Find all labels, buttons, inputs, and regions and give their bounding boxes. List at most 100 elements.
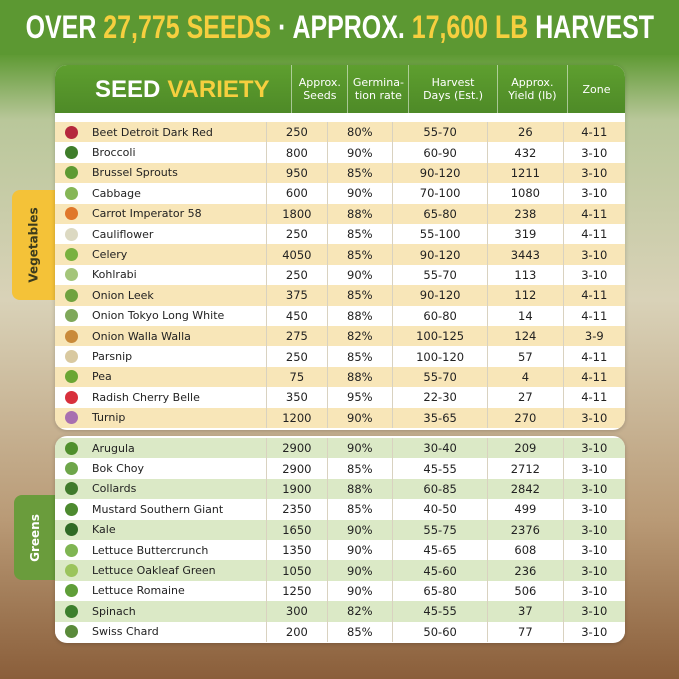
cell-text: 800	[285, 145, 308, 160]
plant-icon	[65, 584, 78, 598]
cell-text: 3-10	[581, 186, 608, 201]
vegetable-table: SEED VARIETY Approx. Seeds Germina- tion …	[55, 65, 625, 430]
cell-text: 90-120	[419, 247, 461, 262]
table-row: Pea 75 88% 55-70 4 4-11	[55, 366, 625, 388]
value-cell: 4-11	[562, 387, 625, 408]
value-cell: 2842	[487, 478, 562, 500]
table-row: Carrot Imperator 58 1800 88% 65-80 238 4-11	[55, 203, 625, 224]
cell-text: 499	[514, 502, 537, 517]
value-cell: 90%	[326, 540, 392, 561]
value-cell: 4-11	[562, 366, 625, 388]
plant-icon	[65, 248, 78, 262]
variety-cell: Celery	[55, 244, 266, 264]
value-cell: 3-10	[562, 438, 625, 459]
value-cell: 3-10	[562, 560, 625, 581]
cell-text: 100-125	[416, 329, 465, 344]
greens-table: Arugula 2900 90% 30-40 209 3-10 Bok Choy 2900 85…	[55, 436, 625, 643]
value-cell: 65-80	[392, 203, 487, 224]
cell-text: 65-80	[423, 583, 457, 598]
variety-cell: Lettuce Oakleaf Green	[55, 560, 266, 580]
table-row: Cauliflower 250 85% 55-100 319 4-11	[55, 224, 625, 245]
variety-name: Radish Cherry Belle	[92, 390, 200, 404]
value-cell: 200	[266, 621, 326, 642]
cell-text: 88%	[347, 369, 373, 384]
value-cell: 82%	[326, 326, 392, 347]
value-cell: 2712	[487, 458, 562, 479]
value-cell: 113	[487, 264, 562, 286]
value-cell: 3-10	[562, 183, 625, 204]
plant-icon	[65, 146, 78, 160]
cell-text: 55-70	[423, 267, 457, 282]
cell-text: 2350	[282, 502, 312, 517]
value-cell: 85%	[326, 244, 392, 265]
variety-cell: Kale	[55, 520, 266, 540]
cell-text: 27	[518, 390, 533, 405]
table-row: Arugula 2900 90% 30-40 209 3-10	[55, 438, 625, 459]
cell-text: 275	[285, 329, 308, 344]
cell-text: 55-70	[423, 369, 457, 384]
value-cell: 90-120	[392, 285, 487, 306]
plant-icon	[65, 125, 78, 139]
value-cell: 95%	[326, 387, 392, 408]
title-highlight: 27,775 SEEDS	[102, 9, 271, 45]
value-cell: 45-55	[392, 601, 487, 622]
value-cell: 2350	[266, 499, 326, 520]
plant-icon	[65, 625, 78, 639]
value-cell: 3-10	[562, 162, 625, 184]
variety-cell: Lettuce Romaine	[55, 581, 266, 601]
group-label: Greens	[27, 513, 42, 562]
title: OVER 27,775 SEEDS · APPROX. 17,600 LB HA…	[25, 9, 653, 46]
cell-text: 90%	[347, 583, 373, 598]
cell-text: 1800	[282, 206, 312, 221]
value-cell: 270	[487, 407, 562, 428]
cell-text: 3-10	[581, 563, 608, 578]
value-cell: 70-100	[392, 183, 487, 204]
plant-icon	[65, 350, 78, 364]
value-cell: 90%	[326, 407, 392, 428]
cell-text: 3443	[510, 247, 541, 262]
cell-text: 90%	[347, 267, 373, 282]
variety-cell: Cauliflower	[55, 224, 266, 244]
value-cell: 1211	[487, 162, 562, 184]
cell-text: 1900	[282, 481, 312, 496]
value-cell: 3-10	[562, 244, 625, 265]
value-cell: 3-10	[562, 601, 625, 622]
value-cell: 300	[266, 601, 326, 622]
variety-cell: Radish Cherry Belle	[55, 387, 266, 407]
cell-text: 55-75	[423, 522, 457, 537]
cell-text: 90%	[347, 186, 373, 201]
value-cell: 35-65	[392, 407, 487, 428]
plant-icon	[65, 186, 78, 200]
cell-text: 3-10	[581, 267, 608, 282]
table-row: Turnip 1200 90% 35-65 270 3-10	[55, 407, 625, 428]
cell-text: 1350	[282, 543, 312, 558]
table-row: Onion Tokyo Long White 450 88% 60-80 14 4-11	[55, 305, 625, 326]
plant-icon	[65, 411, 78, 425]
cell-text: 3-10	[581, 522, 608, 537]
plant-icon	[65, 309, 78, 323]
variety-cell: Swiss Chard	[55, 622, 266, 642]
value-cell: 3443	[487, 244, 562, 265]
cell-text: 2712	[510, 461, 541, 476]
value-cell: 2900	[266, 438, 326, 459]
cell-text: 2900	[282, 461, 312, 476]
value-cell: 800	[266, 142, 326, 163]
value-cell: 90%	[326, 519, 392, 540]
cell-text: 432	[514, 145, 537, 160]
value-cell: 90%	[326, 142, 392, 163]
value-cell: 432	[487, 142, 562, 163]
value-cell: 88%	[326, 203, 392, 224]
title-text: HARVEST	[534, 9, 654, 45]
variety-name: Brussel Sprouts	[92, 166, 178, 180]
cell-text: 506	[514, 583, 537, 598]
table-row: Kale 1650 90% 55-75 2376 3-10	[55, 519, 625, 540]
plant-icon	[65, 390, 78, 404]
table-row: Celery 4050 85% 90-120 3443 3-10	[55, 244, 625, 265]
plant-icon	[65, 166, 78, 180]
group-tab: Greens	[14, 495, 55, 580]
value-cell: 608	[487, 540, 562, 561]
cell-text: 1650	[282, 522, 312, 537]
cell-text: 3-10	[581, 583, 608, 598]
variety-name: Kale	[92, 523, 116, 537]
variety-cell: Beet Detroit Dark Red	[55, 122, 266, 142]
